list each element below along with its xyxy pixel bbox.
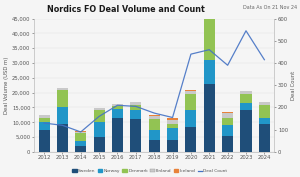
Bar <box>185 91 197 94</box>
Bar <box>75 141 86 146</box>
Bar <box>222 118 233 125</box>
Bar <box>259 105 270 118</box>
Text: Data As On 21 Nov 24: Data As On 21 Nov 24 <box>243 5 297 10</box>
Bar <box>167 140 178 152</box>
Bar <box>57 124 68 152</box>
Bar <box>75 131 86 132</box>
Bar <box>204 60 215 84</box>
Bar <box>222 113 233 118</box>
Bar <box>241 91 251 94</box>
Y-axis label: Deal Volume (USD m): Deal Volume (USD m) <box>4 57 9 114</box>
Bar <box>75 146 86 152</box>
Bar <box>185 127 197 152</box>
Bar <box>222 136 233 152</box>
Bar <box>167 120 178 124</box>
Bar <box>167 128 178 140</box>
Bar <box>149 116 160 119</box>
Bar <box>241 94 251 103</box>
Bar <box>259 124 270 152</box>
Bar <box>185 110 197 127</box>
Bar <box>222 125 233 136</box>
Bar <box>94 110 105 122</box>
Bar <box>204 84 215 152</box>
Bar <box>38 118 50 122</box>
Legend: Sweden, Norway, Denmark, Finland, Iceland, Deal Count: Sweden, Norway, Denmark, Finland, Icelan… <box>70 167 230 175</box>
Y-axis label: Deal Count: Deal Count <box>291 71 296 100</box>
Bar <box>75 132 86 133</box>
Bar <box>94 108 105 110</box>
Bar <box>130 119 141 152</box>
Bar <box>185 94 197 110</box>
Bar <box>130 102 141 105</box>
Bar <box>259 118 270 124</box>
Bar <box>259 102 270 105</box>
Bar <box>38 122 50 130</box>
Bar <box>222 112 233 113</box>
Bar <box>167 124 178 128</box>
Bar <box>130 105 141 110</box>
Bar <box>149 140 160 152</box>
Bar <box>38 115 50 118</box>
Bar <box>112 118 123 152</box>
Bar <box>241 110 251 152</box>
Bar <box>185 90 197 91</box>
Bar <box>112 104 123 106</box>
Bar <box>149 130 160 140</box>
Bar <box>112 106 123 109</box>
Bar <box>57 90 68 107</box>
Bar <box>94 122 105 137</box>
Bar <box>167 118 178 120</box>
Bar <box>149 119 160 130</box>
Bar <box>241 103 251 110</box>
Bar <box>204 0 215 60</box>
Bar <box>75 133 86 141</box>
Bar <box>149 115 160 116</box>
Text: Nordics FO Deal Volume and Count: Nordics FO Deal Volume and Count <box>47 5 205 14</box>
Bar <box>57 107 68 124</box>
Bar <box>94 137 105 152</box>
Bar <box>112 109 123 118</box>
Bar <box>57 88 68 90</box>
Bar <box>130 110 141 119</box>
Bar <box>38 130 50 152</box>
